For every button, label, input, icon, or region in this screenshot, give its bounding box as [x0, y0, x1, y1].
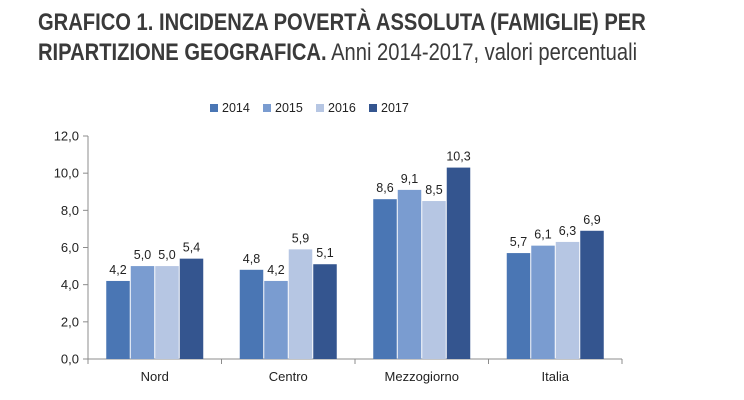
data-label: 9,1	[401, 172, 418, 186]
legend-label: 2016	[328, 101, 356, 115]
data-label: 4,8	[243, 252, 260, 266]
data-label: 5,7	[510, 235, 527, 249]
bar	[313, 264, 337, 359]
bar	[531, 245, 555, 359]
bar	[179, 258, 204, 359]
bar	[422, 201, 446, 359]
data-label: 4,2	[109, 263, 126, 277]
y-tick-label: 2,0	[61, 314, 79, 329]
data-label: 6,3	[559, 224, 576, 238]
x-tick-label: Nord	[141, 369, 169, 384]
y-tick-label: 6,0	[61, 240, 79, 255]
bar	[239, 269, 264, 359]
chart-title: GRAFICO 1. INCIDENZA POVERTÀ ASSOLUTA (F…	[38, 8, 646, 68]
legend-swatch	[210, 104, 218, 112]
data-label: 5,0	[158, 248, 175, 262]
bars: 4,2 5,0 5,0 5,4 4,8 4,2 5,9 5,1 8,6 9,1 8,5 10,3 5,7…	[106, 150, 604, 359]
bar	[106, 280, 130, 359]
data-label: 5,4	[183, 241, 200, 255]
bar	[580, 230, 604, 359]
data-label: 8,6	[376, 181, 393, 195]
legend-swatch	[316, 104, 324, 112]
bar	[373, 199, 397, 359]
data-label: 8,5	[425, 183, 442, 197]
x-axis: Nord Centro Mezzogiorno Italia	[87, 358, 623, 384]
bar	[155, 266, 179, 359]
y-tick-label: 8,0	[61, 203, 79, 218]
bar	[397, 189, 422, 359]
data-label: 6,1	[534, 228, 551, 242]
bar	[446, 167, 471, 359]
data-label: 10,3	[446, 150, 470, 164]
legend: 2014 2015 2016 2017	[210, 101, 409, 115]
legend-label: 2015	[275, 101, 303, 115]
legend-label: 2014	[222, 101, 250, 115]
y-tick-label: 12,0	[54, 129, 79, 144]
legend-swatch	[369, 104, 377, 112]
y-tick-label: 0,0	[61, 352, 79, 367]
data-label: 5,1	[316, 246, 333, 260]
y-tick-label: 4,0	[61, 277, 79, 292]
title-line-2-normal: Anni 2014-2017, valori percentuali	[326, 39, 638, 66]
x-tick-label: Mezzogiorno	[385, 369, 459, 384]
bar	[288, 249, 313, 359]
y-tick-label: 10,0	[54, 166, 79, 181]
x-tick-label: Italia	[542, 369, 570, 384]
data-label: 5,0	[134, 248, 151, 262]
bar	[506, 253, 531, 359]
title-line-1: GRAFICO 1. INCIDENZA POVERTÀ ASSOLUTA (F…	[38, 9, 646, 36]
legend-label: 2017	[381, 101, 409, 115]
data-label: 4,2	[267, 263, 284, 277]
data-label: 5,9	[292, 231, 309, 245]
data-label: 6,9	[583, 213, 600, 227]
title-line-2-bold: RIPARTIZIONE GEOGRAFICA.	[38, 39, 327, 66]
legend-swatch	[263, 104, 271, 112]
y-axis: 0,0 2,0 4,0 6,0 8,0 10,0 12,0	[54, 129, 89, 367]
x-tick-label: Centro	[269, 369, 308, 384]
bar	[130, 266, 155, 359]
bar	[264, 280, 288, 359]
bar	[555, 241, 580, 359]
